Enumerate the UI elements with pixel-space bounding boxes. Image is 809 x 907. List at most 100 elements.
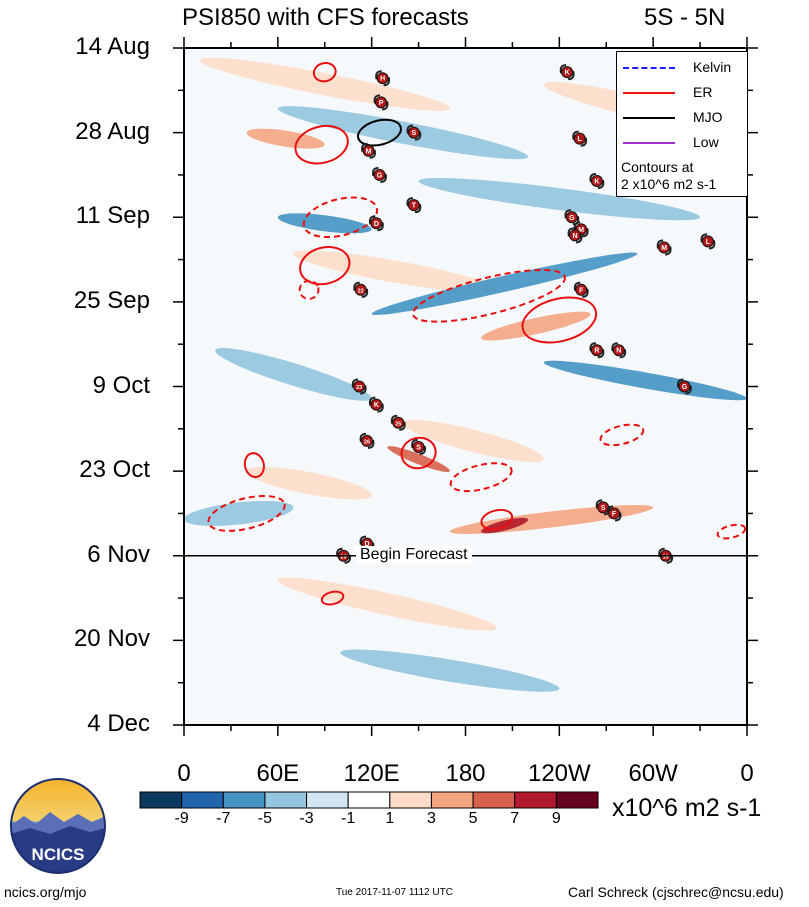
storm-label: 25 [395, 421, 401, 427]
storm-label: 19 [663, 554, 669, 560]
logo-text: NCICS [32, 845, 85, 864]
legend-mjo: MJO [617, 108, 747, 128]
y-tick-label: 6 Nov [87, 540, 150, 568]
storm-label: F [579, 287, 584, 294]
storm-marker-4: G [372, 166, 387, 183]
colorbar-swatch-10 [555, 791, 599, 809]
x-tick-label: 0 [740, 760, 754, 787]
storm-label: D [374, 221, 379, 228]
storm-label: 22 [358, 288, 364, 294]
storm-label: H [380, 76, 385, 83]
storm-label: S [412, 130, 417, 137]
colorbar-swatch-1 [181, 791, 224, 809]
x-tick-label: 120W [527, 760, 591, 787]
x-tick-label: 60W [628, 760, 678, 787]
storm-label: M [578, 227, 584, 234]
storm-label: R [594, 348, 599, 355]
storm-label: 26 [364, 439, 370, 445]
y-tick-label: 23 Oct [79, 456, 150, 484]
storm-label: G [682, 384, 688, 391]
anomaly-band-7 [371, 252, 638, 315]
legend-label: Kelvin [693, 59, 732, 75]
y-tick-label: 28 Aug [75, 117, 150, 145]
x-tick-label: 60E [256, 760, 300, 787]
contour-lines [207, 61, 747, 606]
axis-ticks [173, 37, 758, 736]
forecast-label: Begin Forecast [356, 546, 472, 564]
legend-label: ER [693, 84, 713, 100]
colorbar-tick-label: 7 [510, 810, 520, 827]
colorbar-tick-label: -3 [299, 810, 314, 827]
colorbar-tick-label: 3 [427, 810, 436, 827]
storm-marker-26: F [606, 505, 622, 522]
storm-marker-3: M [361, 142, 376, 159]
storm-marker-6: D [368, 215, 384, 232]
storm-marker-22: 25 [390, 414, 406, 431]
mjo-contour-15 [357, 118, 402, 147]
storm-label: T [412, 203, 417, 210]
ncics-logo: NCICS [10, 778, 106, 874]
anomaly-band-4 [418, 177, 701, 221]
storm-marker-15: L [700, 233, 716, 250]
footer-website[interactable]: ncics.org/mjo [4, 884, 87, 900]
storm-label: K [565, 70, 570, 77]
anomaly-band-6 [293, 250, 497, 293]
legend-label: MJO [693, 109, 723, 125]
x-tick-label: 180 [445, 760, 486, 787]
er-contour-11 [599, 423, 645, 447]
storm-marker-18: N [611, 342, 627, 359]
storm-marker-7: 22 [353, 281, 369, 298]
anomaly-band-0 [199, 57, 450, 111]
storm-marker-8: K [559, 64, 575, 81]
er-contour-7 [320, 590, 345, 606]
y-tick-label: 9 Oct [92, 371, 150, 399]
anomaly-band-13 [246, 467, 372, 500]
anomaly-band-2 [277, 106, 529, 160]
er-contour-1 [299, 245, 351, 286]
er-contour-5 [243, 452, 265, 479]
colorbar-swatch-8 [472, 791, 516, 809]
storm-marker-23: 26 [359, 432, 375, 449]
storm-label: L [706, 239, 711, 246]
anomaly-band-10 [543, 360, 747, 401]
storm-marker-24: S [411, 438, 427, 455]
y-tick-label: 14 Aug [75, 33, 150, 60]
storm-marker-16: F [573, 281, 589, 298]
colorbar-swatch-3 [264, 791, 308, 809]
colorbar [139, 791, 599, 809]
storm-label: K [594, 178, 599, 185]
colorbar-tick-label: -5 [257, 810, 273, 827]
anomaly-band-12 [387, 446, 450, 472]
storm-label: G [377, 172, 383, 179]
storm-label: M [366, 148, 372, 155]
colorbar-swatch-9 [514, 791, 557, 809]
er-contour-10 [449, 462, 513, 493]
legend-kelvin: Kelvin [617, 58, 747, 78]
colorbar-tick-label: 5 [468, 810, 478, 827]
legend: Kelvin ER MJO Low Contours at 2 x10^6 m2… [616, 51, 748, 197]
x-tick-label: 120E [343, 760, 400, 787]
storm-label: S [416, 444, 421, 451]
chart-title: PSI850 with CFS forecasts [182, 4, 469, 31]
colorbar-swatch-0 [139, 791, 183, 809]
legend-note: Contours at 2 x10^6 m2 s-1 [621, 159, 745, 193]
anomaly-band-14 [184, 500, 294, 526]
colorbar-tick-label: 1 [385, 810, 395, 827]
footer-author: Carl Schreck (cjschrec@ncsu.edu) [568, 884, 784, 900]
er-contour-9 [302, 196, 379, 239]
legend-note-line1: Contours at [621, 159, 694, 175]
legend-er: ER [617, 83, 747, 103]
colorbar-tick-label: -7 [216, 810, 231, 827]
anomaly-band-18 [340, 649, 560, 692]
y-tick-label: 25 Sep [73, 286, 150, 314]
anomaly-band-9 [215, 348, 372, 401]
storm-marker-10: K [589, 172, 605, 189]
er-contour-3 [400, 436, 437, 470]
storm-marker-21: K [368, 396, 384, 413]
er-contour-6 [312, 61, 337, 83]
storm-marker-5: T [406, 197, 422, 214]
storm-label: M [661, 245, 667, 252]
storm-label: N [572, 233, 577, 240]
